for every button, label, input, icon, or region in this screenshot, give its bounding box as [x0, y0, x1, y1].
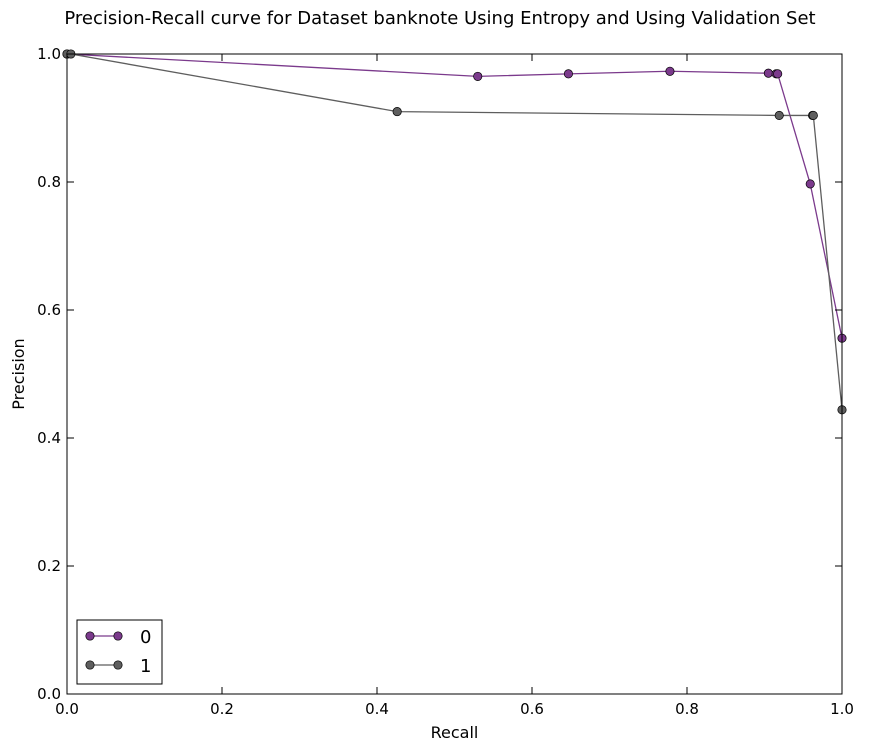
data-point-0-3	[665, 66, 675, 76]
data-point-1-5	[808, 110, 818, 120]
x-tick-label: 1.0	[830, 700, 854, 718]
data-point-0-4	[763, 68, 773, 78]
legend-box	[76, 619, 163, 685]
x-axis-label: Recall	[431, 723, 479, 742]
data-point-0-1	[473, 71, 483, 81]
data-point-0-7	[805, 179, 815, 189]
legend-marker-0	[85, 631, 95, 641]
plot-frame	[66, 53, 843, 695]
series-line-0	[66, 53, 843, 339]
x-tick-label: 0.4	[365, 700, 389, 718]
y-tick-label: 1.0	[37, 45, 61, 63]
y-tick-label: 0.4	[37, 429, 61, 447]
plot-area	[62, 49, 847, 415]
data-point-1-3	[774, 110, 784, 120]
x-tick-label: 0.8	[675, 700, 699, 718]
y-tick-label: 0.8	[37, 173, 61, 191]
legend-label-0: 0	[140, 627, 151, 648]
y-tick-label: 0.0	[37, 685, 61, 703]
x-axis: 0.0 0.2 0.4 0.6 0.8 1.0	[55, 54, 854, 718]
y-tick-label: 0.6	[37, 301, 61, 319]
legend-marker-1	[85, 660, 95, 670]
data-point-1-2	[392, 107, 402, 117]
legend: 0 1	[76, 619, 163, 685]
y-axis: 0.0 0.2 0.4 0.6 0.8 1.0	[37, 45, 842, 703]
data-point-0-6	[773, 69, 783, 79]
y-tick-label: 0.2	[37, 557, 61, 575]
data-point-0-2	[563, 69, 573, 79]
x-tick-label: 0.2	[210, 700, 234, 718]
series-line-1	[67, 53, 843, 410]
y-axis-label: Precision	[9, 338, 28, 409]
legend-marker-1b	[113, 660, 123, 670]
legend-marker-0b	[113, 631, 123, 641]
legend-label-1: 1	[140, 656, 151, 677]
chart-title: Precision-Recall curve for Dataset bankn…	[64, 8, 815, 29]
x-tick-label: 0.0	[55, 700, 79, 718]
x-tick-label: 0.6	[520, 700, 544, 718]
